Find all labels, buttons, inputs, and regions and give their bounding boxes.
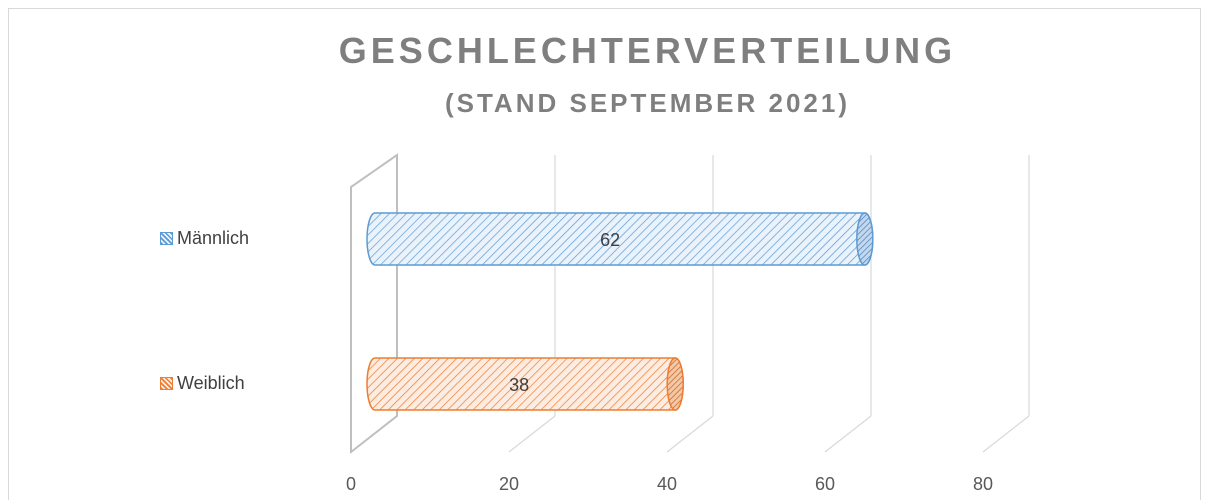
data-label: 38	[509, 375, 529, 395]
legend-item-male: Männlich	[160, 228, 249, 249]
x-tick-label: 40	[657, 474, 677, 494]
legend-swatch-female	[160, 377, 173, 390]
depth-wall	[350, 153, 398, 455]
data-label: 62	[600, 230, 620, 250]
x-tick-label: 20	[499, 474, 519, 494]
legend-label-female: Weiblich	[177, 373, 245, 393]
chart-subtitle: (STAND SEPTEMBER 2021)	[444, 88, 851, 118]
bar-female	[366, 357, 684, 411]
legend-swatch-male	[160, 232, 173, 245]
x-axis-ticks: 0 20 40 60 80	[346, 474, 993, 494]
gridline-floor	[666, 415, 714, 453]
x-tick-label: 80	[973, 474, 993, 494]
gridline-floor	[508, 415, 556, 453]
legend-label-male: Männlich	[177, 228, 250, 248]
side-wall	[350, 153, 398, 455]
gridline-floor	[982, 415, 1030, 453]
bar-series: 62 38	[366, 212, 874, 411]
legend-item-female: Weiblich	[160, 373, 245, 394]
bar-female-cap	[666, 357, 684, 411]
bar-male-cap	[856, 212, 874, 266]
gridline-floor	[824, 415, 872, 453]
x-tick-label: 0	[346, 474, 356, 494]
bar-male	[366, 212, 874, 266]
x-tick-label: 60	[815, 474, 835, 494]
chart-title: GESCHLECHTERVERTEILUNG	[338, 30, 957, 71]
